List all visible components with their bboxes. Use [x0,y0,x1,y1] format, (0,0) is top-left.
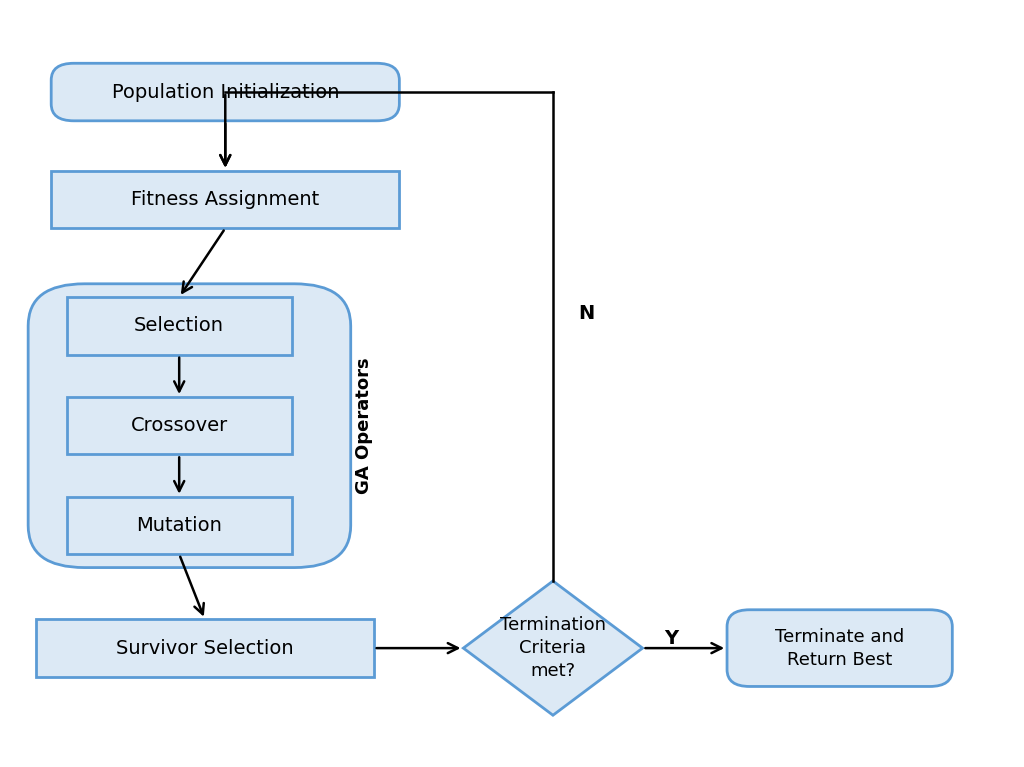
FancyBboxPatch shape [727,610,952,686]
Bar [67,497,292,554]
Text: Fitness Assignment: Fitness Assignment [131,190,319,209]
Text: Crossover: Crossover [131,416,227,435]
Text: Population Initialization: Population Initialization [112,83,339,101]
Text: Selection: Selection [134,317,224,335]
Bar [51,171,399,229]
Bar [36,620,374,677]
FancyBboxPatch shape [28,284,350,568]
Text: Survivor Selection: Survivor Selection [116,639,294,657]
Text: Mutation: Mutation [136,516,222,535]
Bar [67,397,292,454]
Text: Termination
Criteria
met?: Termination Criteria met? [500,616,606,680]
Text: Terminate and
Return Best: Terminate and Return Best [775,627,904,669]
Text: N: N [579,304,595,323]
FancyBboxPatch shape [51,64,399,121]
Bar [67,298,292,354]
Polygon shape [463,581,643,715]
Text: GA Operators: GA Operators [354,357,373,494]
Text: Y: Y [665,630,678,648]
